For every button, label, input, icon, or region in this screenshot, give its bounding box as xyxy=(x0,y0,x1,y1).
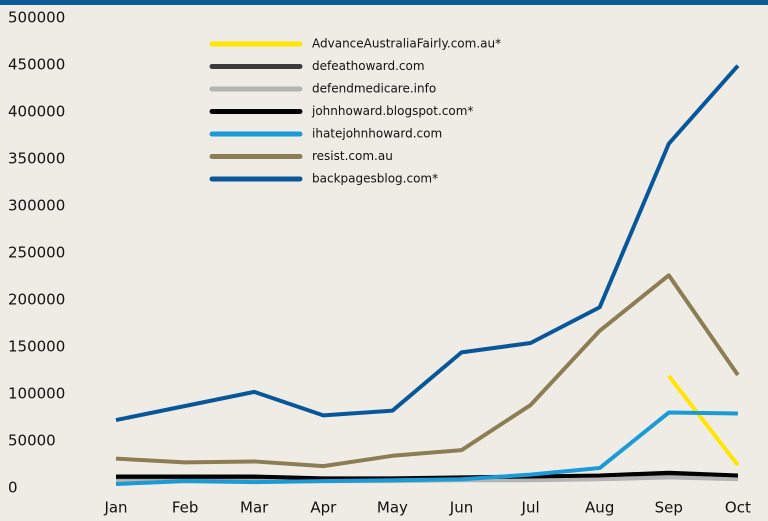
y-tick-label: 450000 xyxy=(8,56,65,74)
x-tick-label: Jan xyxy=(103,499,127,517)
x-tick-label: Mar xyxy=(240,499,269,517)
x-tick-label: Apr xyxy=(310,499,337,517)
x-tick-label: Jul xyxy=(521,499,540,517)
y-tick-label: 300000 xyxy=(8,197,65,215)
y-tick-label: 100000 xyxy=(8,385,65,403)
legend-label: backpagesblog.com* xyxy=(312,172,438,186)
x-tick-label: Sep xyxy=(655,499,683,517)
y-tick-label: 150000 xyxy=(8,338,65,356)
x-tick-label: Oct xyxy=(725,499,751,517)
legend-label: defeathoward.com xyxy=(312,59,425,73)
x-tick-label: Jun xyxy=(449,499,473,517)
legend-label: johnhoward.blogspot.com* xyxy=(311,104,473,118)
y-tick-label: 50000 xyxy=(8,432,56,450)
legend-label: ihatejohnhoward.com xyxy=(312,127,442,141)
x-tick-label: Feb xyxy=(172,499,199,517)
series-line xyxy=(115,410,738,486)
y-tick-label: 350000 xyxy=(8,150,65,168)
series-line xyxy=(115,64,740,423)
x-tick-label: May xyxy=(377,499,408,517)
y-tick-label: 400000 xyxy=(8,103,65,121)
top-band xyxy=(0,0,768,5)
series-line xyxy=(667,374,740,467)
y-tick-label: 500000 xyxy=(8,9,65,27)
series-line xyxy=(115,273,740,469)
y-tick-label: 200000 xyxy=(8,291,65,309)
y-tick-label: 250000 xyxy=(8,244,65,262)
legend-label: AdvanceAustraliaFairly.com.au* xyxy=(312,37,501,51)
x-tick-label: Aug xyxy=(585,499,614,517)
y-tick-label: 0 xyxy=(8,479,18,497)
legend-label: defendmedicare.info xyxy=(312,82,436,96)
legend-label: resist.com.au xyxy=(312,149,393,163)
